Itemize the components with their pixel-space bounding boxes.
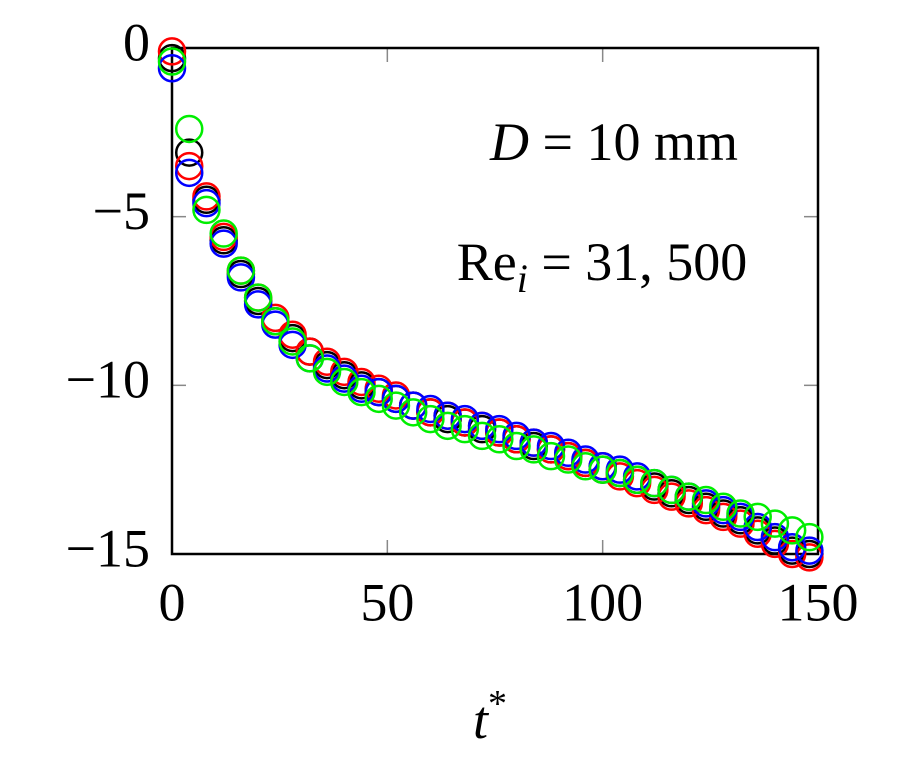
- plot-frame: [170, 46, 820, 556]
- data-point: [347, 367, 376, 397]
- data-point: [174, 151, 204, 181]
- data-point: [174, 138, 204, 167]
- x-tick-label: 0: [159, 572, 186, 632]
- x-tick-label: 50: [360, 572, 414, 632]
- data-point: [726, 499, 755, 528]
- data-point: [640, 468, 669, 498]
- annotation: D = 10 mm: [489, 112, 738, 172]
- data-point: [760, 522, 790, 552]
- data-point: [777, 516, 807, 545]
- x-axis-superscript: *: [488, 683, 507, 725]
- x-tick-label: 150: [778, 572, 859, 632]
- data-point: [777, 539, 807, 569]
- data-point: [622, 465, 652, 495]
- data-point: [243, 283, 273, 312]
- y-tick-label: −10: [66, 350, 150, 410]
- data-point: [243, 290, 273, 319]
- data-point: [157, 37, 187, 66]
- data-point: [485, 425, 514, 454]
- data-point: [743, 519, 772, 549]
- data-point: [330, 367, 359, 397]
- data-point: [381, 391, 411, 420]
- x-axis-symbol: t: [473, 690, 490, 750]
- data-point: [795, 543, 824, 572]
- data-point: [192, 182, 221, 211]
- data-point: [261, 306, 290, 336]
- annotation-symbol: Re: [457, 232, 517, 292]
- data-point: [416, 394, 445, 424]
- data-point: [588, 455, 617, 484]
- data-point: [157, 53, 187, 83]
- annotation-text: = 10 mm: [529, 112, 738, 172]
- data-point: [364, 384, 393, 414]
- data-point: [226, 256, 256, 285]
- data-point: [312, 357, 342, 387]
- data-point: [347, 377, 376, 407]
- annotation-subscript: i: [517, 256, 528, 301]
- data-point: [553, 445, 583, 474]
- data-point: [519, 435, 549, 464]
- data-point: [571, 445, 600, 474]
- data-point: [416, 404, 445, 434]
- data-point: [743, 502, 772, 532]
- x-tick-label: 100: [562, 572, 643, 632]
- data-point: [278, 327, 307, 356]
- data-point: [450, 404, 480, 434]
- data-point: [760, 509, 790, 538]
- data-point: [571, 452, 600, 481]
- data-point: [605, 458, 635, 488]
- data-point: [467, 421, 497, 451]
- data-point: [795, 536, 824, 565]
- data-point: [174, 114, 204, 144]
- data-point: [433, 411, 462, 441]
- data-point: [174, 158, 204, 188]
- data-point: [398, 398, 428, 427]
- data-point: [312, 347, 342, 376]
- data-point: [502, 431, 531, 461]
- annotation-text: = 31, 500: [528, 232, 747, 292]
- x-axis-label: t*: [473, 683, 507, 750]
- data-point: [536, 441, 566, 471]
- data-point: [330, 357, 359, 387]
- data-point: [691, 485, 721, 515]
- data-point: [157, 47, 187, 76]
- annotation: Rei = 31, 500: [457, 232, 748, 301]
- y-tick-label: −5: [93, 181, 150, 241]
- data-point: [709, 492, 738, 522]
- y-tick-label: 0: [123, 12, 150, 72]
- data-point: [209, 219, 238, 248]
- data-point: [795, 522, 824, 552]
- data-point: [450, 414, 480, 444]
- y-tick-label: −15: [66, 518, 150, 578]
- annotation-symbol: D: [489, 112, 529, 172]
- data-point: [226, 263, 256, 292]
- data-point: [192, 188, 221, 218]
- data-point: [209, 229, 238, 258]
- data-point: [777, 533, 807, 562]
- data-point: [485, 414, 514, 444]
- data-point: [192, 195, 221, 225]
- data-point: [657, 475, 686, 505]
- data-point: [674, 482, 704, 511]
- data-point: [295, 337, 325, 366]
